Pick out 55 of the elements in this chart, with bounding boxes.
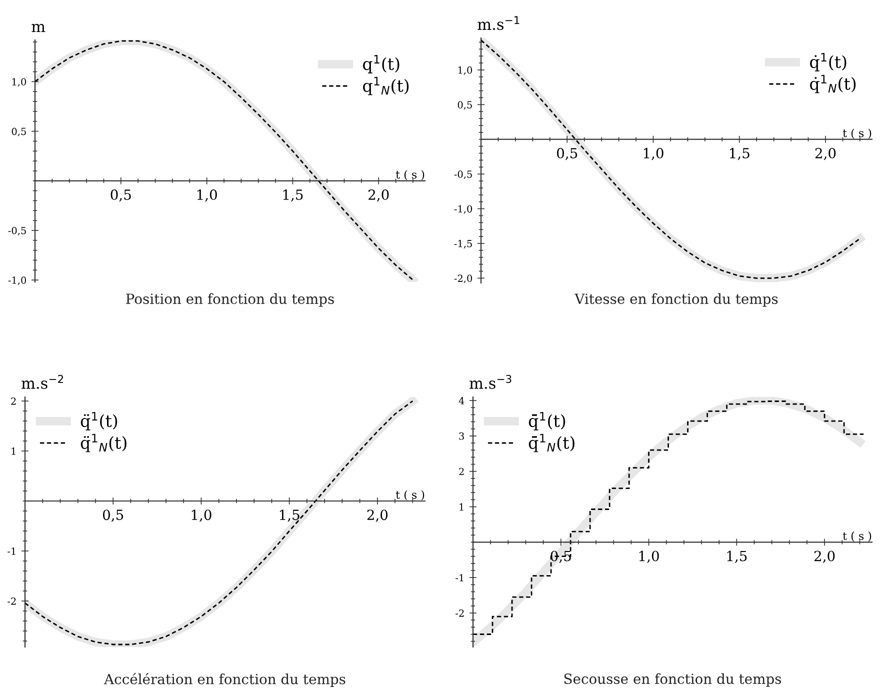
y-tick-label: -2 [8, 597, 16, 605]
x-tick-label: 1,0 [197, 189, 217, 202]
y-tick-label: 3 [459, 432, 464, 440]
text: Position en fonction du temps [126, 293, 334, 307]
x-tick-label: 1,0 [639, 550, 659, 563]
x-tick-label: 1,5 [280, 510, 300, 522]
x-tick-label: 0,5 [556, 148, 578, 160]
x-tick-label: 0,5 [110, 189, 131, 202]
x-tick-label: 0,5 [102, 510, 124, 522]
y-tick-label: -2,0 [454, 274, 472, 284]
y-tick-label: 4 [458, 397, 464, 404]
x-tick-label: 1,0 [644, 148, 664, 160]
legend-label: q̈$^{1}$$_{N}$(t) [80, 434, 126, 452]
y-tick-label: 1,0 [12, 78, 26, 87]
x-tick-label: 1,5 [727, 550, 747, 563]
legend-label: q̈̇$^{1}$(t) [528, 412, 566, 430]
y-tick-label: -1,0 [454, 205, 472, 214]
legend-label: q̈̇$^{1}$$_{N}$(t) [528, 434, 574, 452]
x-tick-label: 2,0 [368, 189, 389, 202]
text: Vitesse en fonction du temps [574, 293, 778, 307]
text: Secousse en fonction du temps [564, 673, 782, 687]
y-tick-label: -0,5 [8, 226, 26, 236]
y-tick-label: 2 [459, 468, 464, 476]
y-axis-title: m.s$^{−2}$ [22, 374, 64, 389]
text: Accélération en fonction du temps [104, 673, 346, 687]
y-tick-label: -2 [456, 609, 464, 617]
legend-label: q̈$^{1}$(t) [80, 412, 118, 430]
y-tick-label: -1,0 [8, 276, 26, 286]
x-axis-title: t ( s ) [842, 128, 872, 139]
x-axis-title: t ( s ) [396, 170, 424, 180]
y-tick-label: 1 [460, 503, 464, 510]
x-axis-title: t ( s ) [396, 490, 424, 500]
y-tick-label: 1,0 [458, 66, 472, 75]
x-axis-title: t ( s ) [842, 531, 872, 542]
y-tick-label: 2 [11, 397, 16, 405]
y-tick-label: -1 [8, 547, 16, 555]
x-tick-label: 1,0 [192, 510, 212, 522]
x-tick-label: 1,5 [283, 189, 303, 202]
y-axis-title: m.s$^{−1}$ [478, 16, 520, 30]
legend-label: q$^{1}$$_{N}$(t) [362, 76, 409, 96]
y-tick-label: -0,5 [454, 170, 472, 180]
x-tick-label: 2,0 [814, 550, 835, 563]
y-tick-label: -1,5 [454, 240, 472, 248]
y-tick-label: 1 [12, 447, 16, 455]
legend-label: q̇$^{1}$$_{N}$(t) [810, 74, 856, 94]
x-tick-label: 2,0 [815, 148, 836, 160]
y-tick-label: -1 [456, 574, 464, 582]
x-tick-label: 1,5 [730, 148, 750, 160]
legend-label: q̇$^{1}$(t) [810, 53, 846, 72]
y-axis-title: m [32, 24, 46, 32]
y-axis-title: m.s$^{−3}$ [470, 374, 512, 389]
legend-label: q$^{1}$(t) [362, 55, 400, 74]
y-tick-label: 0,5 [12, 128, 26, 136]
x-tick-label: 2,0 [367, 510, 388, 522]
y-tick-label: 0,5 [458, 101, 472, 110]
